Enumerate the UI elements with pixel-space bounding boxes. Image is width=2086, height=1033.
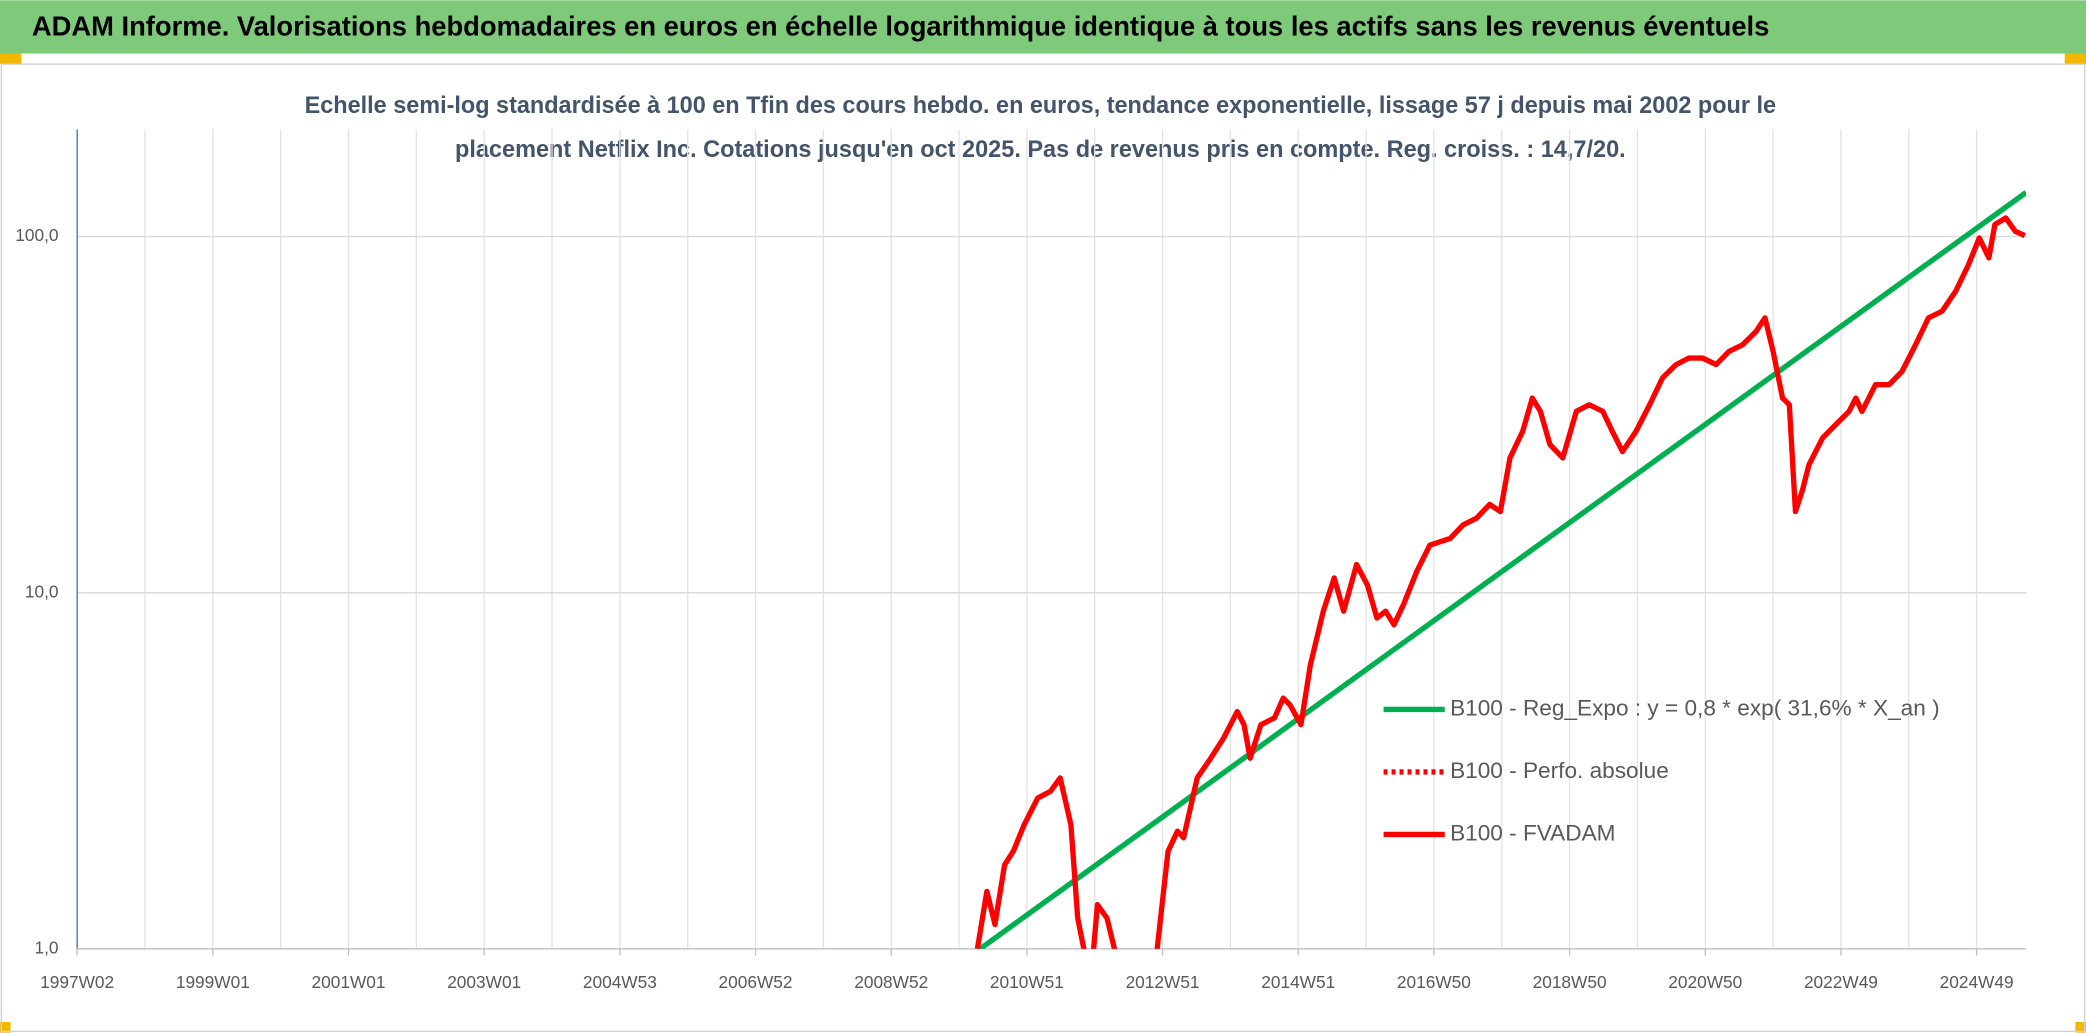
legend-label: B100 - Perfo. absolue — [1450, 758, 1669, 783]
plot-area — [974, 190, 2027, 949]
data-line — [978, 190, 2027, 949]
x-tick-label: 2010W51 — [990, 972, 1064, 992]
x-tick-label: 2006W52 — [719, 972, 793, 992]
corner-marker — [2075, 1022, 2086, 1033]
x-tick-label: 2003W01 — [447, 972, 521, 992]
legend-label: B100 - Reg_Expo : y = 0,8 * exp( 31,6% *… — [1450, 695, 1940, 720]
legend-label: B100 - FVADAM — [1450, 820, 1615, 845]
y-tick-label: 100,0 — [15, 225, 58, 245]
x-tick-label: 1997W02 — [40, 972, 114, 992]
data-line — [974, 215, 2026, 949]
x-tick-label: 2012W51 — [1126, 972, 1200, 992]
title-bar — [0, 0, 2086, 54]
x-tick-label: 2008W52 — [854, 972, 928, 992]
x-tick-label: 2016W50 — [1397, 972, 1471, 992]
frame — [0, 63, 2086, 1033]
x-tick-label: 2022W49 — [1804, 972, 1878, 992]
page-title: ADAM Informe. Valorisations hebdomadaire… — [32, 11, 1769, 42]
y-tick-label: 1,0 — [35, 937, 59, 957]
x-tick-label: 2018W50 — [1533, 972, 1607, 992]
x-tick-label: 2004W53 — [583, 972, 657, 992]
chart-title: Echelle semi-log standardisée à 100 en T… — [305, 92, 1776, 119]
x-tick-label: 2020W50 — [1668, 972, 1742, 992]
y-tick-label: 10,0 — [25, 581, 59, 601]
x-tick-label: 2014W51 — [1261, 972, 1335, 992]
chart-title: placement Netflix Inc. Cotations jusqu'e… — [455, 136, 1626, 163]
corner-marker — [0, 1022, 11, 1033]
x-tick-label: 2024W49 — [1940, 972, 2014, 992]
x-tick-label: 2001W01 — [312, 972, 386, 992]
x-tick-label: 1999W01 — [176, 972, 250, 992]
corner-marker — [0, 53, 22, 65]
corner-marker — [2064, 53, 2086, 65]
